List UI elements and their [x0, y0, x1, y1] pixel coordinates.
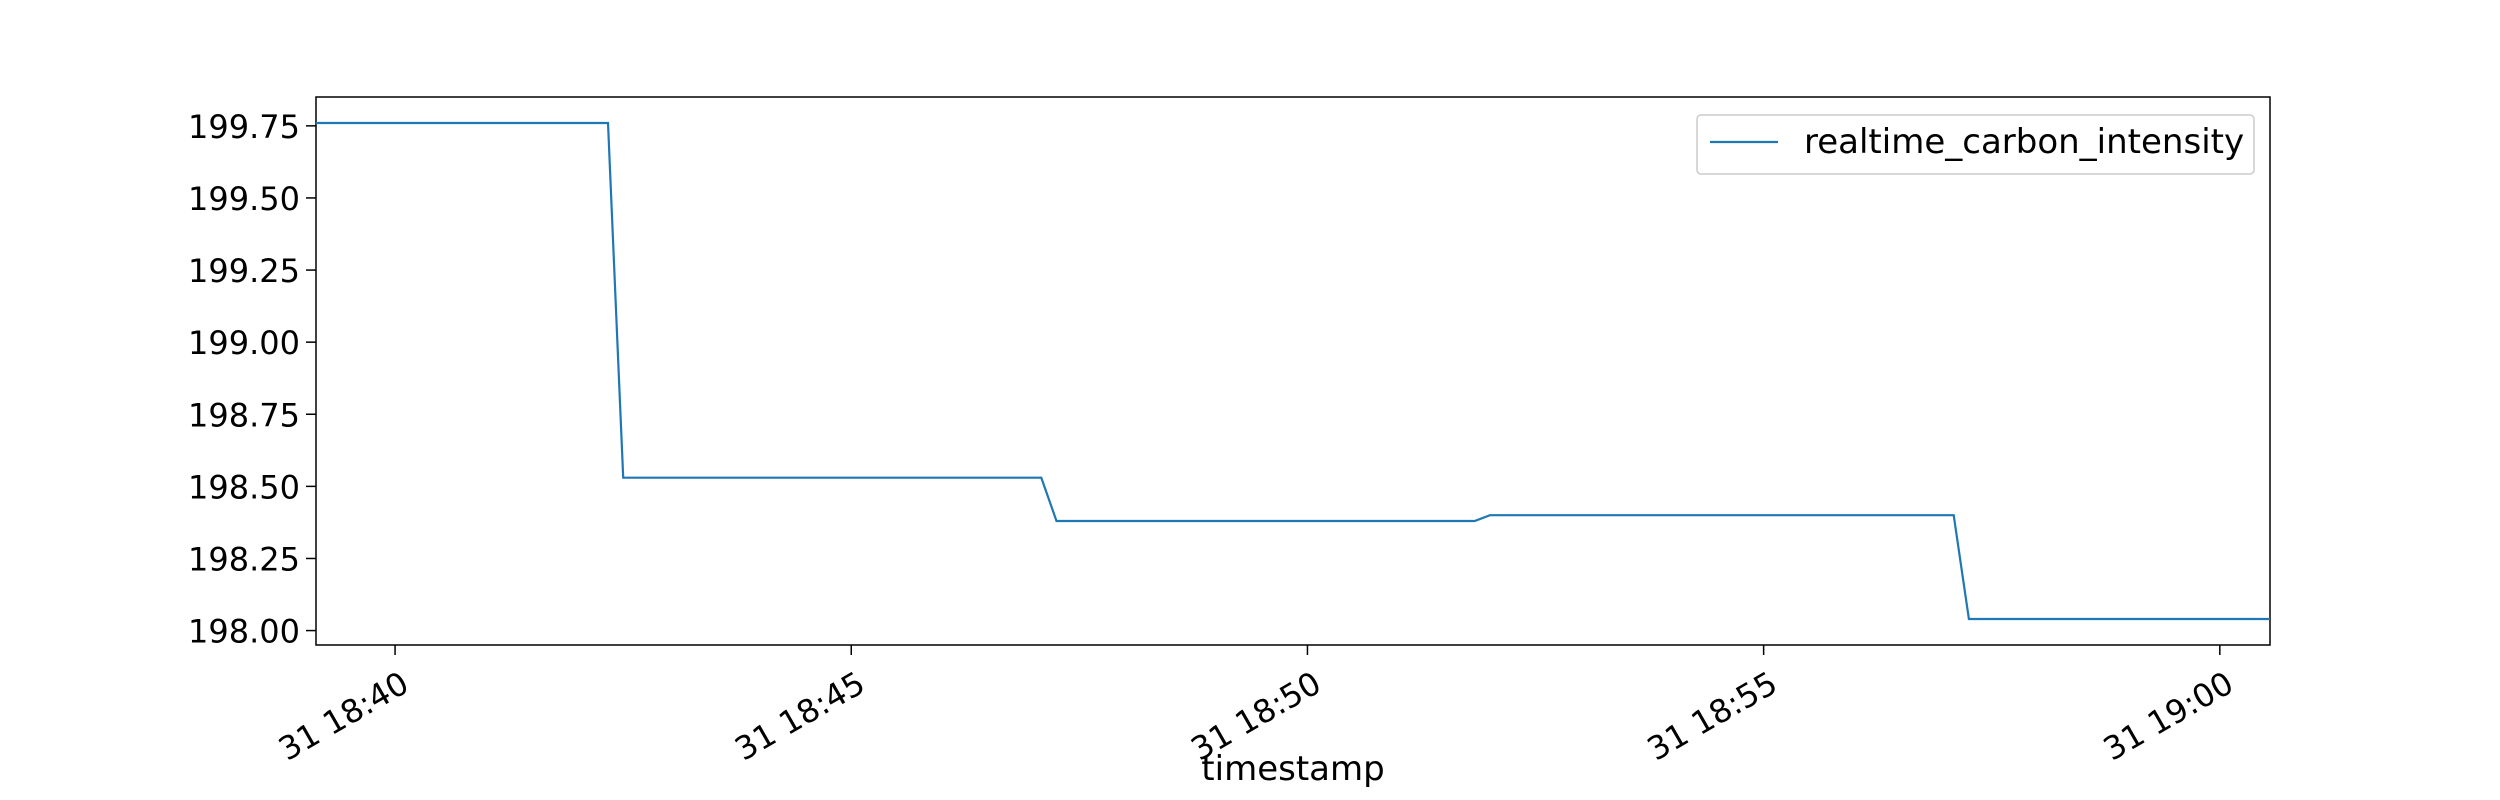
- legend-label: realtime_carbon_intensity: [1804, 122, 2244, 162]
- y-tick-label: 199.75: [188, 108, 300, 146]
- x-tick-label: 31 19:00: [2097, 664, 2240, 768]
- y-tick-label: 199.25: [188, 252, 300, 290]
- y-tick-label: 198.75: [188, 396, 300, 434]
- y-tick-label: 199.50: [188, 180, 300, 218]
- legend-box: [1696, 114, 2255, 175]
- y-tick-label: 198.50: [188, 468, 300, 506]
- y-tick-label: 198.25: [188, 540, 300, 578]
- x-axis-label: timestamp: [1201, 749, 1384, 789]
- series-layer: [316, 121, 2270, 621]
- x-tick-label: 31 18:55: [1641, 664, 1784, 768]
- legend: realtime_carbon_intensity: [1696, 114, 2255, 175]
- x-tick-label: 31 18:40: [272, 664, 415, 768]
- series-line: [316, 121, 2270, 621]
- plot-frame: [315, 96, 2271, 646]
- y-tick-label: 198.00: [188, 613, 300, 651]
- x-tick-label: 31 18:45: [728, 664, 871, 768]
- y-axis: 198.00 198.25 198.50 198.75 199.00 199.25 199.…: [188, 108, 316, 651]
- y-tick-label: 199.00: [188, 324, 300, 362]
